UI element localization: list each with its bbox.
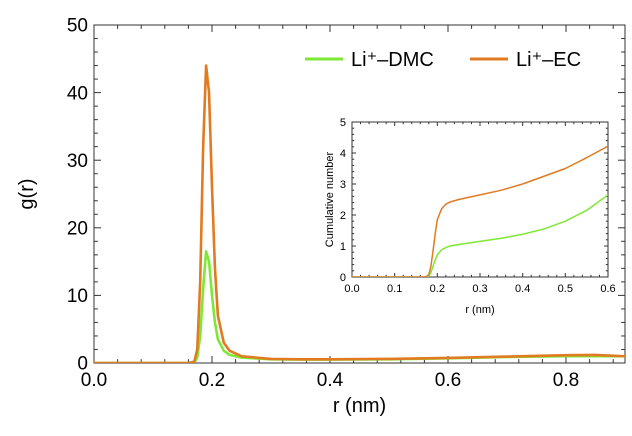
y-tick-label: 1	[340, 241, 346, 253]
x-tick-label: 0.0	[344, 283, 359, 295]
x-axis-label: r (nm)	[465, 304, 494, 316]
x-tick-label: 0.1	[387, 283, 402, 295]
y-tick-label: 3	[340, 179, 346, 191]
x-tick-label: 0.4	[317, 370, 344, 391]
series-line-1	[352, 145, 608, 277]
inset-background	[352, 122, 608, 277]
y-tick-label: 4	[340, 148, 346, 160]
series-line-0	[352, 194, 608, 277]
y-tick-label: 0	[77, 354, 88, 375]
y-tick-label: 5	[340, 117, 346, 129]
inset-plot: 0.0 0.1 0.2 0.3 0.4 0.5 0.6 0 1 2 3 4 5 r (nm) Cumulat…	[324, 117, 616, 316]
x-tick-label: 0.4	[515, 283, 530, 295]
y-tick-label: 50	[67, 16, 88, 37]
plot-frame	[93, 24, 626, 364]
x-axis-label: r (nm)	[333, 395, 386, 417]
y-axis-label: Cumulative number	[324, 151, 336, 247]
y-tick-label: 20	[67, 218, 88, 239]
x-tick-label: 0.2	[199, 370, 225, 391]
x-tick-label: 0.5	[558, 283, 573, 295]
y-axis-label: g(r)	[16, 178, 38, 209]
x-tick-label: 0.3	[472, 283, 487, 295]
x-tick-label: 0.2	[430, 283, 445, 295]
x-tick-label: 0.8	[553, 370, 579, 391]
y-tick-label: 10	[67, 286, 88, 307]
y-tick-label: 30	[67, 151, 88, 172]
y-tick-label: 2	[340, 210, 346, 222]
legend-label-0: Li⁺–DMC	[351, 49, 434, 71]
x-tick-label: 0.0	[81, 370, 107, 391]
x-tick-label: 0.6	[600, 283, 615, 295]
legend-label-1: Li⁺–EC	[516, 49, 581, 71]
y-tick-label: 40	[67, 83, 88, 104]
series-line-1	[94, 64, 625, 363]
x-tick-label: 0.6	[435, 370, 461, 391]
y-tick-label: 0	[340, 272, 346, 284]
legend: Li⁺–DMC Li⁺–EC	[305, 49, 581, 71]
